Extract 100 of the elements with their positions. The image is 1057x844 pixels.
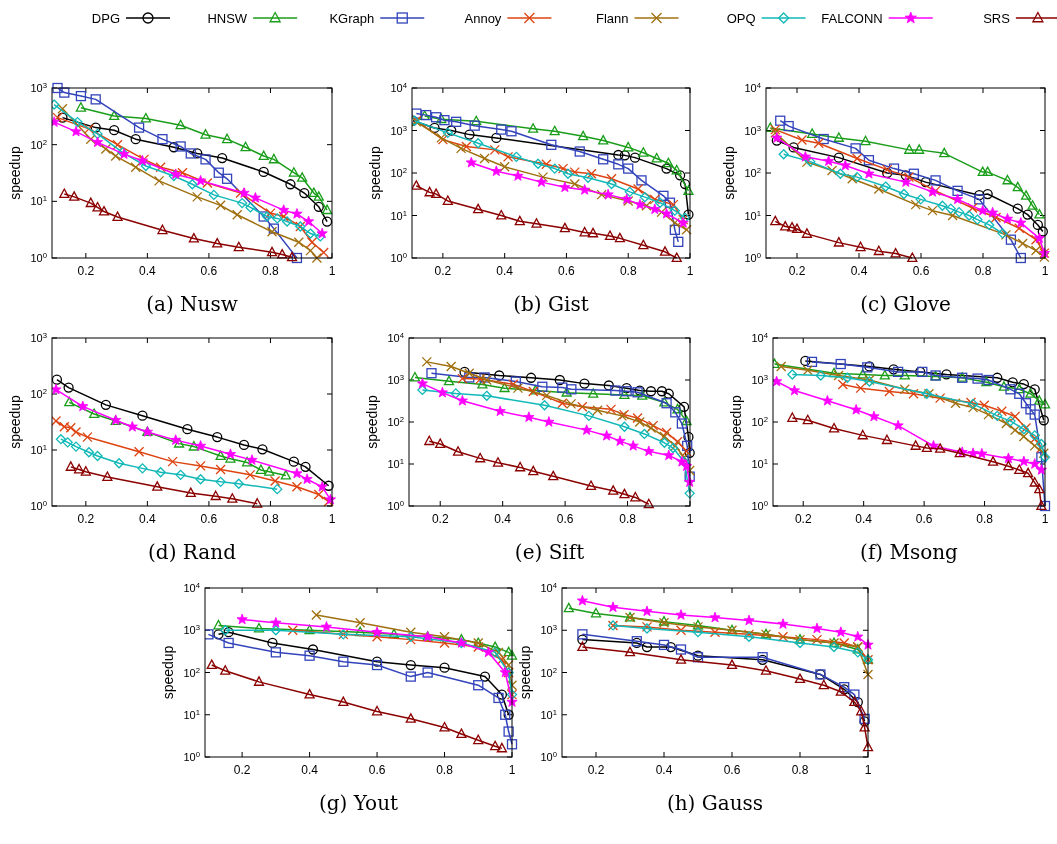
text: (c) Glove	[860, 292, 951, 316]
y-axis-title: speedup	[7, 394, 23, 449]
y-tick-label: 10$^{4}$	[387, 330, 405, 344]
y-tick-label: 10$^{2}$	[30, 137, 47, 151]
y-tick-label: 10$^{1}$	[744, 208, 761, 222]
x-tick-label: 0.8	[974, 264, 992, 278]
x-tick-label: 0.8	[262, 264, 280, 278]
legend-label: SRS	[983, 11, 1011, 26]
legend-label: FALCONN	[821, 11, 883, 26]
y-tick-label: 10$^{0}$	[751, 498, 768, 512]
x-tick-label: 0.6	[558, 264, 576, 278]
text: (g) Yout	[318, 791, 399, 815]
y-tick-label: 10$^{4}$	[744, 80, 762, 94]
y-tick-label: 10$^{1}$	[387, 456, 404, 470]
x-tick-label: 1	[686, 264, 694, 278]
y-tick-label: 10$^{2}$	[751, 414, 768, 428]
y-tick-label: 10$^{4}$	[183, 580, 201, 594]
text: (e) Sift	[514, 540, 585, 564]
y-tick-label: 10$^{2}$	[30, 386, 47, 400]
y-tick-label: 10$^{4}$	[751, 330, 769, 344]
x-tick-label: 0.2	[431, 512, 449, 526]
y-tick-label: 10$^{2}$	[390, 165, 407, 179]
y-axis-title: speedup	[364, 394, 380, 449]
x-tick-label: 0.8	[791, 763, 809, 777]
y-tick-label: 10$^{2}$	[183, 665, 200, 679]
legend-label: DPG	[91, 11, 120, 26]
y-tick-label: 10$^{4}$	[390, 80, 408, 94]
y-axis-title: speedup	[517, 645, 533, 700]
y-tick-label: 10$^{1}$	[390, 208, 407, 222]
x-tick-label: 0.2	[587, 763, 605, 777]
x-tick-label: 0.4	[655, 763, 673, 777]
legend-label: OPQ	[726, 11, 756, 26]
y-tick-label: 10$^{1}$	[751, 456, 768, 470]
y-tick-label: 10$^{2}$	[540, 665, 557, 679]
y-axis-title: speedup	[728, 394, 744, 449]
x-tick-label: 1	[1041, 512, 1049, 526]
x-tick-label: 0.4	[850, 264, 868, 278]
x-tick-label: 0.8	[619, 512, 637, 526]
y-tick-label: 10$^{0}$	[30, 250, 47, 264]
x-tick-label: 0.6	[915, 512, 933, 526]
x-tick-label: 0.4	[496, 264, 514, 278]
text: (f) Msong	[860, 540, 959, 564]
legend-label: Annoy	[464, 11, 502, 26]
x-tick-label: 0.6	[200, 264, 218, 278]
y-tick-label: 10$^{3}$	[390, 123, 407, 137]
legend-label: KGraph	[329, 11, 375, 26]
x-tick-label: 0.4	[855, 512, 873, 526]
x-tick-label: 1	[508, 763, 516, 777]
text: (b) Gist	[513, 292, 589, 316]
x-tick-label: 0.2	[788, 264, 806, 278]
x-tick-label: 0.6	[200, 512, 218, 526]
y-tick-label: 10$^{3}$	[30, 80, 47, 94]
x-tick-label: 1	[686, 512, 694, 526]
x-tick-label: 0.8	[976, 512, 994, 526]
y-tick-label: 10$^{0}$	[30, 498, 47, 512]
x-tick-label: 0.6	[723, 763, 741, 777]
y-tick-label: 10$^{4}$	[540, 580, 558, 594]
x-tick-label: 0.2	[77, 512, 95, 526]
y-tick-label: 10$^{1}$	[30, 442, 47, 456]
legend-label: Flann	[595, 11, 629, 26]
x-tick-label: 0.8	[262, 512, 280, 526]
x-tick-label: 0.2	[434, 264, 452, 278]
x-tick-label: 1	[864, 763, 872, 777]
x-tick-label: 0.6	[556, 512, 574, 526]
x-tick-label: 0.8	[436, 763, 454, 777]
x-tick-label: 0.4	[494, 512, 512, 526]
y-axis-title: speedup	[367, 145, 383, 200]
y-tick-label: 10$^{3}$	[183, 622, 200, 637]
text: (a) Nusw	[146, 292, 238, 316]
text: (d) Rand	[148, 540, 237, 564]
y-tick-label: 10$^{0}$	[744, 250, 761, 264]
y-tick-label: 10$^{3}$	[751, 372, 768, 386]
x-tick-label: 0.4	[301, 763, 319, 777]
x-tick-label: 0.2	[233, 763, 251, 777]
y-tick-label: 10$^{1}$	[30, 193, 47, 208]
y-tick-label: 10$^{1}$	[183, 707, 200, 721]
y-tick-label: 10$^{0}$	[390, 250, 407, 264]
x-tick-label: 0.4	[139, 264, 157, 278]
x-tick-label: 0.6	[912, 264, 930, 278]
y-tick-label: 10$^{2}$	[744, 165, 761, 179]
y-tick-label: 10$^{3}$	[30, 330, 47, 344]
legend-label: HNSW	[207, 11, 248, 26]
y-axis-title: speedup	[7, 145, 23, 200]
x-tick-label: 0.2	[794, 512, 812, 526]
y-tick-label: 10$^{0}$	[387, 498, 404, 512]
y-tick-label: 10$^{0}$	[540, 749, 557, 763]
x-tick-label: 1	[328, 512, 336, 526]
x-tick-label: 1	[1041, 264, 1049, 278]
y-tick-label: 10$^{3}$	[744, 123, 761, 137]
x-tick-label: 0.8	[619, 264, 637, 278]
x-tick-label: 0.4	[139, 512, 157, 526]
y-tick-label: 10$^{0}$	[183, 749, 200, 763]
text: (h) Gauss	[666, 791, 764, 815]
x-tick-label: 1	[328, 264, 336, 278]
x-tick-label: 0.2	[77, 264, 95, 278]
y-tick-label: 10$^{2}$	[387, 414, 404, 428]
y-axis-title: speedup	[721, 145, 737, 200]
y-tick-label: 10$^{3}$	[540, 622, 557, 637]
y-tick-label: 10$^{3}$	[387, 372, 404, 386]
y-axis-title: speedup	[160, 645, 176, 700]
